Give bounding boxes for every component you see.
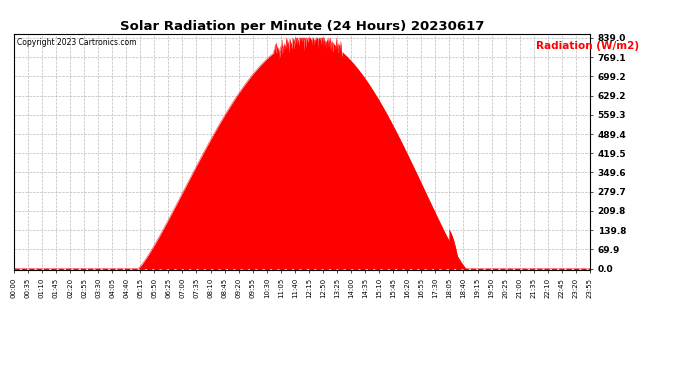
Title: Solar Radiation per Minute (24 Hours) 20230617: Solar Radiation per Minute (24 Hours) 20… xyxy=(119,20,484,33)
Text: Radiation (W/m2): Radiation (W/m2) xyxy=(536,41,639,51)
Text: Copyright 2023 Cartronics.com: Copyright 2023 Cartronics.com xyxy=(17,39,136,48)
